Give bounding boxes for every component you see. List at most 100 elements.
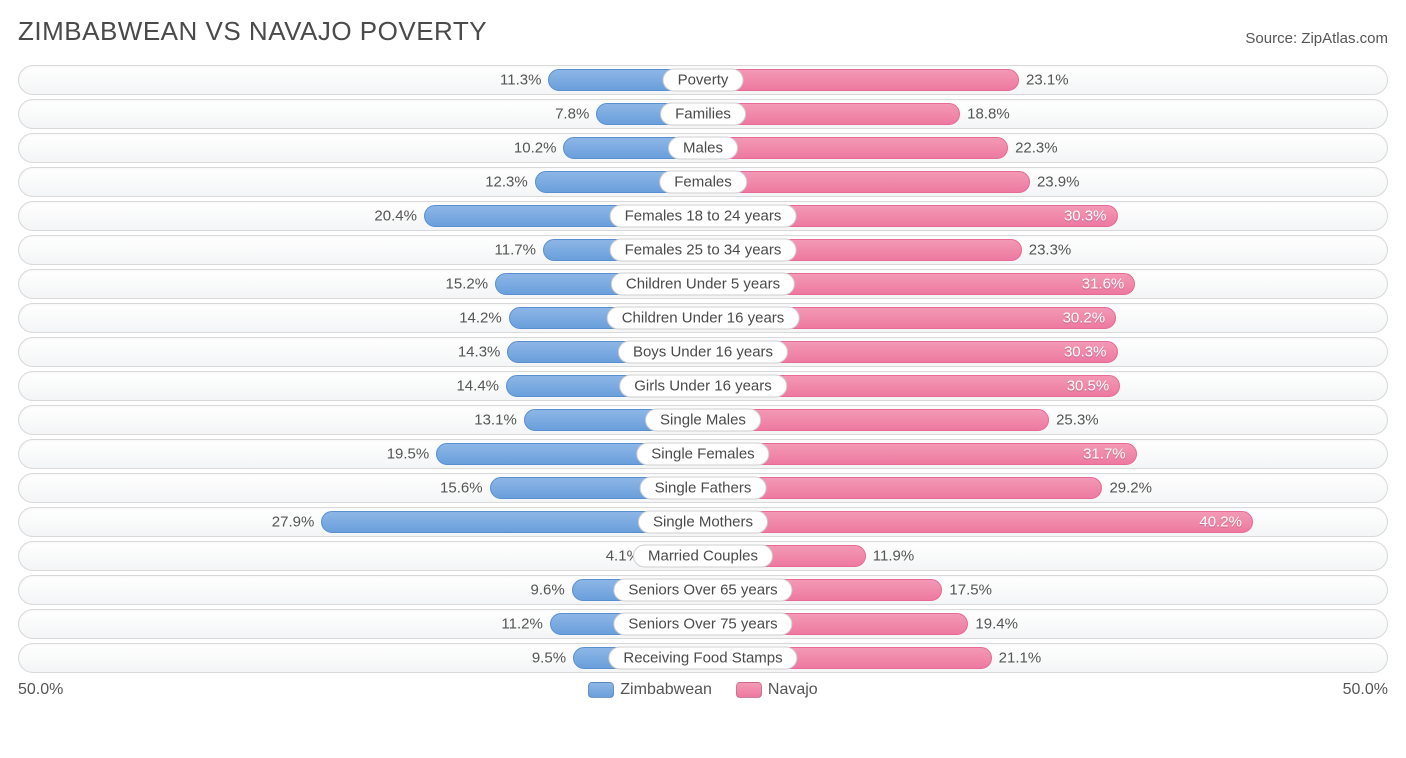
value-right: 21.1% <box>999 650 1042 667</box>
bar-half-left: 15.6% <box>19 477 703 499</box>
bar-half-left: 11.3% <box>19 69 703 91</box>
bar-right: 23.1% <box>703 69 1019 91</box>
value-right: 30.2% <box>1063 310 1106 327</box>
bar-row: 12.3%23.9%Females <box>18 167 1388 197</box>
bar-half-left: 7.8% <box>19 103 703 125</box>
value-right: 30.3% <box>1064 208 1107 225</box>
value-right: 31.6% <box>1082 276 1125 293</box>
category-label: Seniors Over 65 years <box>613 579 792 602</box>
bar-row: 14.3% 30.3% Boys Under 16 years <box>18 337 1388 367</box>
bar-right: 23.9% <box>703 171 1030 193</box>
value-left: 14.3% <box>458 344 501 361</box>
bar-row: 11.2% 19.4% Seniors Over 75 years <box>18 609 1388 639</box>
chart-footer: 50.0% Zimbabwean Navajo 50.0% <box>18 681 1388 699</box>
bar-half-right: 40.2% <box>703 511 1387 533</box>
value-left: 12.3% <box>485 174 528 191</box>
bar-half-right: 17.5% <box>703 579 1387 601</box>
bar-half-right: 25.3% <box>703 409 1387 431</box>
category-label: Poverty <box>663 69 744 92</box>
bar-half-left: 11.2% <box>19 613 703 635</box>
value-left: 13.1% <box>474 412 517 429</box>
category-label: Females <box>659 171 747 194</box>
value-right: 31.7% <box>1083 446 1126 463</box>
bar-half-left: 14.2% <box>19 307 703 329</box>
category-label: Single Males <box>645 409 761 432</box>
category-label: Seniors Over 75 years <box>613 613 792 636</box>
value-left: 15.6% <box>440 480 483 497</box>
value-left: 14.2% <box>459 310 502 327</box>
value-right: 18.8% <box>967 106 1010 123</box>
category-label: Single Females <box>636 443 769 466</box>
value-right: 23.9% <box>1037 174 1080 191</box>
value-left: 19.5% <box>387 446 430 463</box>
legend-swatch-right <box>736 682 762 698</box>
value-left: 7.8% <box>555 106 589 123</box>
value-left: 11.7% <box>495 242 536 259</box>
legend-item-right: Navajo <box>736 681 818 699</box>
bar-right: 22.3% <box>703 137 1008 159</box>
bar-row: 14.2% 30.2% Children Under 16 years <box>18 303 1388 333</box>
category-label: Families <box>660 103 746 126</box>
bar-half-right: 22.3% <box>703 137 1387 159</box>
value-right: 23.3% <box>1029 242 1072 259</box>
legend-label-left: Zimbabwean <box>620 681 712 698</box>
category-label: Receiving Food Stamps <box>608 647 797 670</box>
legend-swatch-left <box>588 682 614 698</box>
bar-half-left: 13.1% <box>19 409 703 431</box>
bar-half-left: 11.7% <box>19 239 703 261</box>
category-label: Single Mothers <box>638 511 768 534</box>
value-left: 11.3% <box>500 72 541 89</box>
source-label: Source: <box>1245 30 1301 47</box>
bar-half-right: 23.3% <box>703 239 1387 261</box>
value-left: 10.2% <box>514 140 557 157</box>
chart-rows: 11.3%23.1%Poverty7.8%18.8%Families10.2%2… <box>18 65 1388 673</box>
chart-source: Source: ZipAtlas.com <box>1245 30 1388 47</box>
value-left: 15.2% <box>446 276 489 293</box>
bar-half-right: 31.7% <box>703 443 1387 465</box>
value-left: 14.4% <box>456 378 499 395</box>
bar-half-right: 19.4% <box>703 613 1387 635</box>
category-label: Married Couples <box>633 545 773 568</box>
bar-half-right: 30.3% <box>703 341 1387 363</box>
value-right: 23.1% <box>1026 72 1069 89</box>
value-right: 19.4% <box>975 616 1018 633</box>
bar-half-left: 4.1% <box>19 545 703 567</box>
bar-half-right: 29.2% <box>703 477 1387 499</box>
value-right: 17.5% <box>949 582 992 599</box>
value-right: 29.2% <box>1109 480 1152 497</box>
bar-half-right: 23.9% <box>703 171 1387 193</box>
bar-row: 20.4%30.3%Females 18 to 24 years <box>18 201 1388 231</box>
bar-right: 40.2% <box>703 511 1253 533</box>
chart-container: ZIMBABWEAN VS NAVAJO POVERTY Source: Zip… <box>0 0 1406 709</box>
value-left: 9.6% <box>530 582 564 599</box>
bar-half-right: 11.9% <box>703 545 1387 567</box>
category-label: Children Under 5 years <box>611 273 795 296</box>
value-left: 27.9% <box>272 514 315 531</box>
legend-item-left: Zimbabwean <box>588 681 712 699</box>
value-right: 40.2% <box>1199 514 1242 531</box>
bar-half-right: 21.1% <box>703 647 1387 669</box>
category-label: Children Under 16 years <box>607 307 800 330</box>
value-right: 22.3% <box>1015 140 1058 157</box>
bar-row: 11.7% 23.3% Females 25 to 34 years <box>18 235 1388 265</box>
bar-half-left: 9.5% <box>19 647 703 669</box>
chart-title: ZIMBABWEAN VS NAVAJO POVERTY <box>18 16 487 47</box>
category-label: Females 25 to 34 years <box>610 239 797 262</box>
bar-half-left: 19.5% <box>19 443 703 465</box>
bar-half-right: 18.8% <box>703 103 1387 125</box>
bar-row: 10.2%22.3%Males <box>18 133 1388 163</box>
bar-half-right: 30.3% <box>703 205 1387 227</box>
bar-half-left: 20.4% <box>19 205 703 227</box>
category-label: Boys Under 16 years <box>618 341 788 364</box>
value-right: 25.3% <box>1056 412 1099 429</box>
value-left: 11.2% <box>501 616 542 633</box>
bar-half-right: 30.2% <box>703 307 1387 329</box>
bar-row: 9.5% 21.1% Receiving Food Stamps <box>18 643 1388 673</box>
category-label: Males <box>668 137 738 160</box>
bar-half-right: 23.1% <box>703 69 1387 91</box>
bar-row: 7.8% 18.8% Families <box>18 99 1388 129</box>
bar-row: 19.5% 31.7% Single Females <box>18 439 1388 469</box>
axis-right-max: 50.0% <box>1343 681 1388 699</box>
value-right: 30.3% <box>1064 344 1107 361</box>
bar-half-right: 30.5% <box>703 375 1387 397</box>
